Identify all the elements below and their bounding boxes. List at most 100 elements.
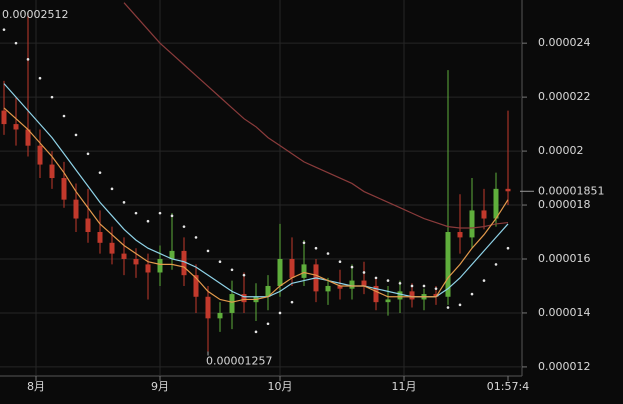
sar-dot [14, 41, 18, 45]
x-tick-label: 9月 [151, 380, 169, 393]
y-tick-label: 0.000018 [538, 198, 591, 211]
sar-dot [26, 58, 30, 61]
sar-dot [2, 28, 6, 31]
x-tick-label: 11月 [392, 380, 417, 393]
candle-body [133, 258, 139, 265]
candle-body [265, 285, 271, 297]
moving-average-line [123, 2, 509, 229]
sar-dot [338, 260, 342, 263]
sar-dot [410, 284, 414, 288]
sar-dot [206, 249, 210, 253]
sar-dot [254, 330, 258, 334]
candle-body [493, 188, 499, 219]
high-label: 0.00002512 [2, 8, 68, 21]
sar-dot [506, 246, 510, 250]
x-tick-label: 8月 [27, 380, 45, 393]
candle-body [61, 178, 67, 200]
sar-dot [230, 268, 234, 272]
sar-dot [170, 214, 174, 218]
sar-dot [134, 211, 138, 215]
sar-dot [182, 225, 186, 228]
x-tick-label: 01:57:4 [487, 380, 529, 393]
sar-dot [314, 246, 318, 250]
low-label: 0.00001257 [206, 355, 272, 368]
sar-dot [434, 287, 438, 290]
sar-dot [146, 219, 150, 223]
sar-dot [398, 281, 402, 285]
x-tick-label: 10月 [268, 380, 293, 393]
candle-body [349, 280, 355, 289]
sar-dot [494, 263, 498, 266]
candle-body [385, 299, 391, 303]
candle-body [241, 294, 247, 303]
candle-body [277, 258, 283, 286]
sar-dot [266, 322, 270, 326]
sar-dot [98, 171, 102, 174]
sar-dot [290, 300, 294, 304]
last-price-label: 0.00001851 [538, 184, 604, 197]
sar-dot [422, 284, 426, 288]
candle-body [469, 210, 475, 238]
candle-body [121, 253, 127, 259]
candle-body [13, 124, 19, 130]
candle-body [157, 258, 163, 273]
candle-body [337, 285, 343, 289]
y-tick-label: 0.000016 [538, 252, 591, 265]
sar-dot [218, 260, 222, 263]
candle-body [169, 250, 175, 259]
candle-body [505, 188, 511, 192]
candle-body [397, 291, 403, 300]
candle-body [373, 285, 379, 303]
candle-body [457, 232, 463, 238]
sar-dot [122, 201, 126, 204]
candle-body [445, 232, 451, 297]
sar-dot [158, 211, 162, 215]
sar-dot [74, 133, 78, 137]
sar-dot [482, 279, 486, 282]
sar-dot [446, 306, 450, 309]
candle-body [37, 145, 43, 165]
sar-dot [278, 311, 282, 315]
sar-dot [374, 276, 378, 280]
last-price-tag [534, 183, 623, 200]
candle-body [145, 264, 151, 273]
sar-dot [458, 303, 462, 307]
y-tick-label: 0.000024 [538, 36, 591, 49]
moving-average-line [3, 107, 509, 303]
sar-dot [386, 279, 390, 282]
candle-body [409, 291, 415, 300]
sar-dot [350, 265, 354, 269]
candle-body [205, 296, 211, 319]
sar-dot [50, 95, 54, 99]
candle-body [193, 275, 199, 297]
sar-dot [302, 241, 306, 245]
y-tick-label: 0.000014 [538, 306, 591, 319]
sar-dot [62, 114, 66, 118]
sar-dot [194, 236, 198, 239]
candle-body [361, 280, 367, 286]
sar-dot [86, 152, 90, 156]
sar-dot [242, 273, 246, 277]
sar-dot [470, 292, 474, 296]
sar-dot [38, 76, 42, 80]
candle-body [433, 294, 439, 297]
y-tick-label: 0.000022 [538, 90, 591, 103]
candle-body [49, 164, 55, 179]
candle-body [301, 264, 307, 278]
candle-body [217, 312, 223, 319]
y-tick-label: 0.000012 [538, 360, 591, 373]
candle-body [229, 294, 235, 313]
candle-body [325, 285, 331, 292]
candle-body [289, 258, 295, 278]
y-tick-label: 0.00002 [538, 144, 584, 157]
candle-body [25, 129, 31, 146]
candle-body [73, 199, 79, 219]
sar-dot [326, 252, 330, 255]
candle-body [97, 232, 103, 243]
candle-body [109, 242, 115, 254]
candle-body [181, 250, 187, 276]
candle-body [481, 210, 487, 219]
sar-dot [362, 271, 366, 274]
